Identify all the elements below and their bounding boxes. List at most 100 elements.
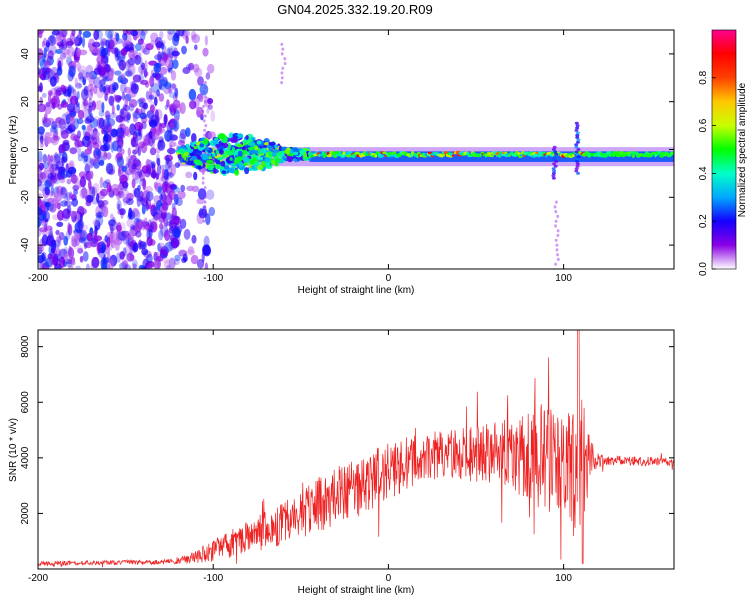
spectrogram-noise-cell [106,71,114,80]
spectrogram-burst-cell [554,152,559,156]
spectrogram-noise-cell [44,67,54,79]
spectrogram-noise-cell [116,224,122,232]
spectrogram-noise-cell [41,116,48,124]
spectrogram-noise-cell [135,137,139,143]
spectrogram-noise-cell [97,47,101,57]
spectrogram-noise-cell [75,95,79,104]
spectrogram-noise-cell [98,199,103,208]
spectrogram-burst-cell [575,164,580,168]
spectrogram-noise-cell [48,90,53,96]
spectrogram-noise-cell [87,38,96,51]
spectrogram-noise-cell [56,66,63,76]
spectrogram-noise-cell [88,179,92,191]
spectrogram-noise-cell [105,30,114,39]
spectrogram-noise-cell [44,102,52,115]
x-tick-label: -100 [203,573,223,584]
spectrogram-signal-cell [242,156,250,164]
spectrogram-noise-cell [63,235,69,246]
spectrogram-noise-cell [193,171,198,181]
spectrogram-signal-cell [216,161,222,165]
spectrogram-streak-cell [553,205,557,209]
spectrogram-noise-cell [129,167,139,175]
spectrogram-noise-cell [77,33,81,39]
spectrogram-signal-cell [193,145,198,150]
spectrogram-noise-cell [111,183,120,193]
y-tick-label: 40 [20,48,31,60]
spectrogram-noise-cell [42,66,47,78]
spectrogram-noise-cell [58,118,66,130]
spectrogram-noise-cell [84,148,92,155]
spectrogram-burst-cell [575,131,580,135]
spectrogram-streak-cell [203,200,207,204]
spectrogram-signal-cell [247,168,254,171]
spectrogram-noise-cell [80,151,85,158]
spectrogram-noise-cell [127,43,137,50]
spectrogram-noise-cell [59,200,68,207]
spectrogram-noise-cell [69,95,79,105]
spectrogram-noise-cell [161,201,169,211]
spectrogram-noise-cell [89,170,94,180]
spectrogram-signal-cell [234,169,240,176]
spectrogram-noise-cell [92,219,99,226]
spectrogram-burst-cell [574,150,579,154]
x-tick-label: 100 [555,273,572,284]
spectrogram-noise-cell [146,253,153,264]
spectrogram-noise-cell [47,197,55,204]
spectrogram-noise-cell [167,30,176,35]
spectrogram-burst-cell [575,152,580,156]
spectrogram-noise-cell [73,37,80,45]
spectrogram-noise-cell [84,241,93,249]
spectrogram-noise-cell [89,157,94,169]
x-tick-label: -200 [28,573,48,584]
spectrogram-noise-cell [56,221,64,227]
spectrogram-noise-cell [38,179,42,187]
spectrogram-burst-cell [574,169,579,173]
spectrogram-noise-cell [177,190,186,200]
spectrogram-noise-cell [156,255,164,262]
spectrogram-signal-cell [208,164,215,169]
spectrogram-noise-cell [65,40,75,46]
spectrogram-noise-cell [45,261,49,267]
spectrogram-noise-cell [93,235,103,242]
spectrogram-noise-cell [49,128,59,138]
spectrogram-streak-cell [556,229,560,233]
spectrogram-signal-cell [287,155,293,163]
spectrogram-noise-cell [156,157,161,166]
spectrogram-streak-cell [204,124,208,128]
spectrogram-noise-cell [174,87,179,97]
spectrogram-band-cell [451,154,455,157]
spectrogram-noise-cell [157,185,163,195]
spectrogram-signal-cell [221,138,228,144]
spectrogram-noise-cell [156,89,161,97]
spectrogram-noise-cell [117,75,123,84]
spectrogram-noise-cell [203,235,210,248]
spectrogram-signal-cell [284,149,291,155]
spectrogram-noise-cell [93,85,98,95]
spectrogram-burst-cell [576,140,580,144]
spectrogram-noise-cell [95,30,101,34]
spectrogram-signal-cell [235,156,243,162]
spectrogram-signal-cell [238,161,243,168]
spectrogram-noise-cell [120,73,126,81]
spectrogram-noise-cell [44,113,48,120]
spectrogram-noise-cell [48,165,51,173]
spectrogram-signal-cell [265,162,271,167]
spectrogram-noise-cell [187,246,195,254]
spectrogram-noise-cell [125,30,133,35]
spectrogram-noise-cell [102,135,109,145]
spectrogram-noise-cell [158,93,165,102]
spectrogram-noise-cell [86,84,94,92]
spectrogram-noise-cell [92,158,101,169]
spectrogram-noise-cell [122,181,129,189]
spectrogram-signal-cell [242,139,249,144]
spectrogram-noise-cell [129,245,133,257]
spectrogram-noise-cell [153,195,162,204]
spectrogram-noise-cell [83,155,89,163]
spectrogram-signal-cell [260,147,267,154]
spectrogram-streak-cell [281,66,285,70]
spectrogram-noise-cell [38,162,45,171]
spectrogram-noise-cell [60,186,67,196]
spectrogram-noise-cell [121,165,127,172]
spectrogram-noise-cell [188,62,195,71]
spectrogram-noise-cell [76,139,81,145]
